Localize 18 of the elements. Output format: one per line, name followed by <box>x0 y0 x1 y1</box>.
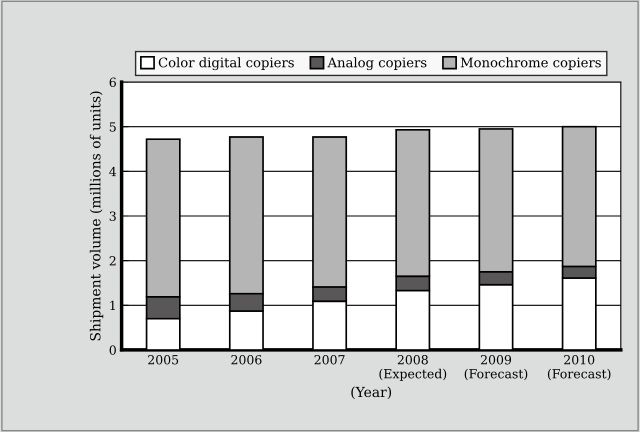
y-tick-label: 0 <box>110 345 116 355</box>
x-tick-label: 2010 (Forecast) <box>548 355 610 380</box>
x-tick-label: 2007 <box>314 355 345 364</box>
legend-label: Analog copiers <box>327 57 426 70</box>
x-axis-title: (Year) <box>351 386 392 400</box>
y-tick-label: 6 <box>110 78 116 88</box>
y-tick-label: 3 <box>110 211 116 221</box>
x-tick-label: 2006 <box>231 355 262 364</box>
x-tick-label: 2008 (Expected) <box>379 355 446 381</box>
x-tick-label: 2009 (Forecast) <box>464 355 528 380</box>
y-tick-label: 1 <box>110 300 115 310</box>
y-axis-title: Shipment volume (millions of units) <box>90 92 104 340</box>
x-tick-label: 2005 <box>148 355 178 364</box>
y-tick-label: 4 <box>109 166 116 176</box>
legend-label: Color digital copiers <box>158 57 294 70</box>
legend-label: Monochrome copiers <box>460 57 601 70</box>
y-tick-label: 2 <box>110 256 116 266</box>
y-tick-label: 5 <box>110 122 116 132</box>
